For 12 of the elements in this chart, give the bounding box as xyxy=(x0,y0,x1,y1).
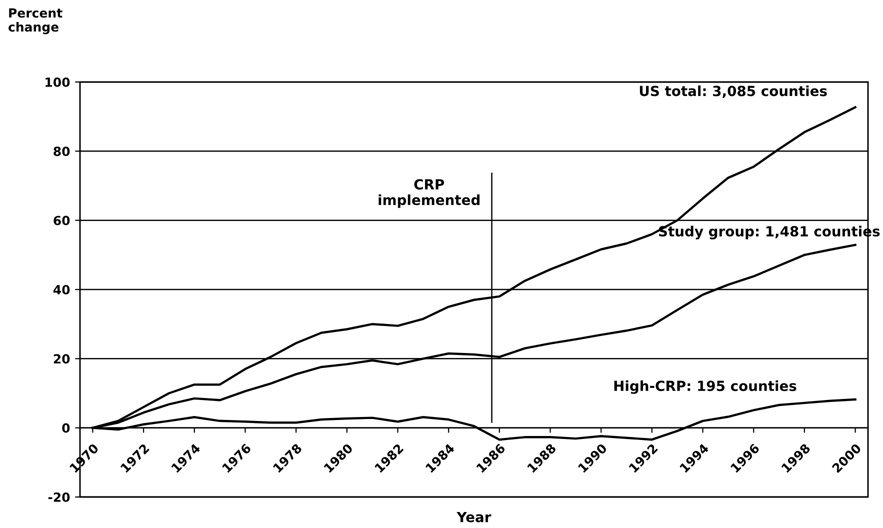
y-tick-label: 80 xyxy=(54,146,70,156)
y-tick-label: 20 xyxy=(54,354,70,364)
ref-line-label: CRP implemented xyxy=(378,179,480,208)
y-tick-label: 60 xyxy=(54,216,70,226)
series-label: US total: 3,085 counties xyxy=(640,85,827,98)
x-axis-title: Year xyxy=(456,512,492,522)
y-tick-label: 40 xyxy=(53,284,70,294)
y-tick-label: 100 xyxy=(46,77,70,87)
series-label: High-CRP: 195 counties xyxy=(614,380,796,394)
y-axis-title: Percent change xyxy=(8,8,62,34)
y-tick-label: 0 xyxy=(62,423,70,433)
y-tick-label: -20 xyxy=(48,492,70,502)
